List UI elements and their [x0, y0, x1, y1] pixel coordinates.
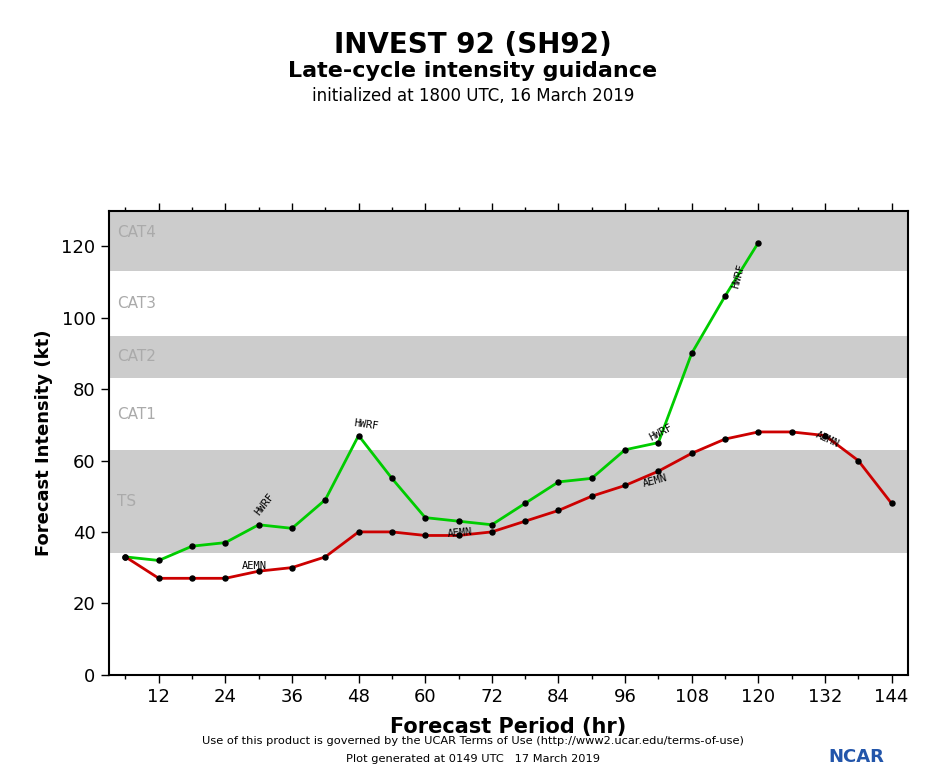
Text: INVEST 92 (SH92): INVEST 92 (SH92) [334, 31, 612, 59]
Text: CAT3: CAT3 [117, 296, 156, 311]
Point [151, 572, 166, 584]
Bar [109, 335, 908, 378]
Point [484, 526, 499, 538]
Point [218, 572, 233, 584]
Point [417, 512, 432, 524]
Point [384, 472, 399, 484]
Point [684, 347, 699, 360]
Point [184, 540, 200, 552]
Bar [109, 275, 908, 332]
Point [451, 515, 466, 527]
Point [751, 236, 766, 249]
Point [351, 429, 366, 441]
Text: HWRF: HWRF [647, 422, 674, 442]
Point [517, 497, 533, 509]
X-axis label: Forecast Period (hr): Forecast Period (hr) [391, 717, 626, 737]
Bar [109, 450, 908, 553]
Text: HWRF: HWRF [254, 491, 276, 518]
Point [717, 433, 732, 445]
Point [717, 290, 732, 303]
Point [751, 426, 766, 438]
Text: TS: TS [117, 494, 136, 509]
Text: initialized at 1800 UTC, 16 March 2019: initialized at 1800 UTC, 16 March 2019 [312, 87, 634, 105]
Point [850, 454, 866, 466]
Point [251, 565, 266, 577]
Point [351, 526, 366, 538]
Point [218, 537, 233, 549]
Text: CAT4: CAT4 [117, 225, 156, 239]
Point [318, 494, 333, 506]
Bar [109, 193, 908, 271]
Point [618, 479, 633, 491]
Point [318, 551, 333, 563]
Text: HWRF: HWRF [730, 262, 746, 289]
Point [551, 504, 566, 516]
Text: Late-cycle intensity guidance: Late-cycle intensity guidance [289, 61, 657, 81]
Text: NCAR: NCAR [829, 748, 885, 766]
Point [484, 519, 499, 531]
Point [551, 476, 566, 488]
Text: AEMN: AEMN [242, 561, 267, 571]
Point [585, 472, 600, 484]
Point [417, 529, 432, 541]
Point [285, 562, 300, 574]
Text: HWRF: HWRF [353, 419, 379, 432]
Point [684, 447, 699, 459]
Point [184, 572, 200, 584]
Point [118, 551, 133, 563]
Text: Use of this product is governed by the UCAR Terms of Use (http://www2.ucar.edu/t: Use of this product is governed by the U… [202, 736, 744, 746]
Text: CAT2: CAT2 [117, 349, 156, 364]
Bar [109, 175, 908, 193]
Point [118, 551, 133, 563]
Point [285, 522, 300, 534]
Bar [109, 382, 908, 446]
Point [151, 555, 166, 567]
Point [451, 529, 466, 541]
Point [618, 444, 633, 456]
Point [784, 426, 799, 438]
Point [384, 526, 399, 538]
Point [585, 490, 600, 502]
Point [251, 519, 266, 531]
Point [651, 436, 666, 448]
Text: CAT1: CAT1 [117, 406, 156, 421]
Text: AEMN: AEMN [814, 430, 841, 450]
Text: AEMN: AEMN [447, 527, 473, 539]
Point [817, 429, 832, 441]
Point [884, 497, 899, 509]
Point [517, 515, 533, 527]
Text: AEMN: AEMN [641, 473, 669, 489]
Y-axis label: Forecast Intensity (kt): Forecast Intensity (kt) [35, 329, 53, 556]
Point [651, 465, 666, 477]
Text: Plot generated at 0149 UTC   17 March 2019: Plot generated at 0149 UTC 17 March 2019 [346, 754, 600, 764]
